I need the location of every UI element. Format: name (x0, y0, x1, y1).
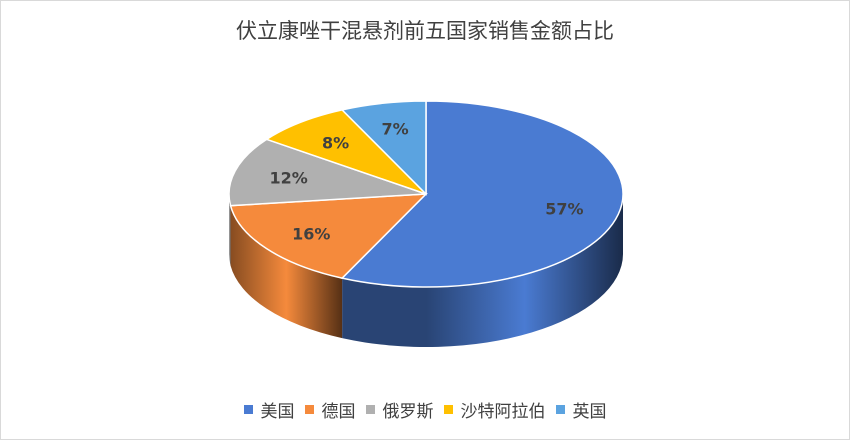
legend-item: 俄罗斯 (365, 397, 434, 422)
legend-swatch (243, 405, 253, 414)
legend-label: 沙特阿拉伯 (460, 402, 546, 422)
chart-title: 伏立康唑干混悬剂前五国家销售金额占比 (236, 19, 614, 43)
legend-label: 英国 (572, 402, 607, 422)
pie-side-0 (342, 194, 623, 347)
legend-swatch (443, 405, 453, 414)
data-label-1: 16% (292, 224, 330, 243)
legend-swatch (365, 405, 375, 414)
pie-slice-1 (229, 193, 428, 279)
legend: 美国 德国 俄罗斯 沙特阿拉伯 英国 (1, 397, 849, 422)
legend-item: 美国 (243, 397, 295, 422)
pie-side-2 (229, 194, 231, 266)
legend-swatch (555, 405, 565, 414)
pie-slice-2 (228, 138, 427, 207)
legend-swatch (304, 405, 314, 414)
data-label-3: 8% (322, 133, 349, 152)
legend-item: 德国 (304, 397, 356, 422)
legend-item: 沙特阿拉伯 (443, 397, 546, 422)
data-label-4: 7% (381, 120, 408, 139)
legend-item: 英国 (555, 397, 607, 422)
pie-slice-3 (264, 109, 427, 195)
legend-label: 美国 (260, 402, 295, 422)
data-label-0: 57% (545, 200, 583, 219)
pie-slice-4 (340, 100, 427, 196)
pie-slice-0 (340, 100, 624, 288)
legend-label: 德国 (321, 402, 356, 422)
legend-label: 俄罗斯 (382, 402, 434, 422)
pie-side-1 (230, 205, 343, 339)
data-label-2: 12% (269, 168, 307, 187)
